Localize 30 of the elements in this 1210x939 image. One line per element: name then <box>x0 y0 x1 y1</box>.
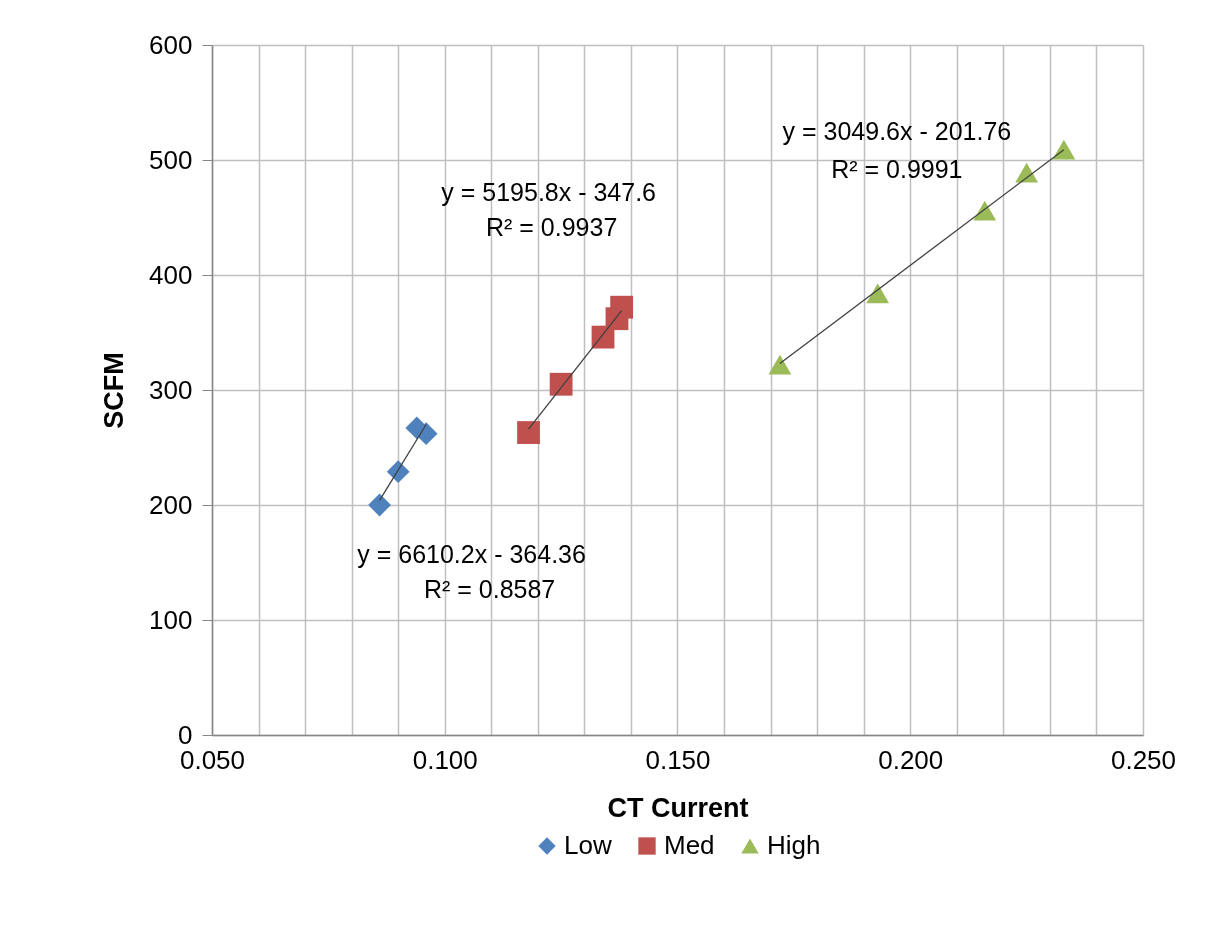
point <box>386 460 410 484</box>
legend-label: Med <box>664 830 715 860</box>
y-tick-label: 400 <box>149 259 193 290</box>
annotation: y = 6610.2x - 364.36 <box>357 540 586 569</box>
point <box>517 421 540 444</box>
annotation: y = 5195.8x - 347.6 <box>441 177 657 206</box>
legend-label: High <box>767 830 821 860</box>
annotation: y = 3049.6x - 201.76 <box>782 116 1012 145</box>
y-tick-label: 200 <box>149 489 193 520</box>
point <box>610 295 634 319</box>
point <box>368 493 391 517</box>
point <box>768 354 792 375</box>
point <box>866 283 890 304</box>
y-tick-label: 100 <box>149 604 193 635</box>
annotation: R² = 0.8587 <box>423 575 556 604</box>
x-tick-label: 0.100 <box>412 744 478 775</box>
annotation: R² = 0.9991 <box>831 154 963 183</box>
point <box>549 372 573 396</box>
annotation: R² = 0.9937 <box>485 212 618 241</box>
y-tick-label: 300 <box>149 374 193 405</box>
point <box>1052 139 1076 160</box>
x-axis-title: CT Current <box>607 792 749 823</box>
x-tick-label: 0.200 <box>878 744 944 775</box>
y-tick-label: 600 <box>149 29 193 60</box>
legend-label: Low <box>564 830 612 860</box>
x-tick-label: 0.250 <box>1110 744 1177 775</box>
point <box>1015 162 1039 183</box>
y-tick-label: 500 <box>149 144 193 175</box>
x-tick-label: 0.150 <box>645 744 711 775</box>
y-axis-title: SCFM <box>99 352 130 429</box>
